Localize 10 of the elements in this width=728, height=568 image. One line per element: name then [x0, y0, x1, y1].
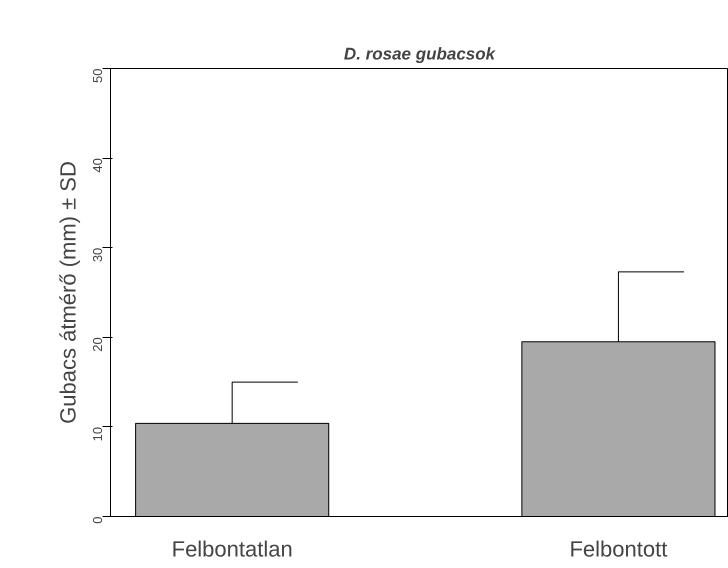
- y-tick-label: 10: [90, 426, 105, 442]
- y-tick-label: 50: [90, 68, 105, 83]
- y-tick-label: 30: [90, 248, 105, 262]
- y-tick-label: 20: [90, 337, 105, 352]
- y-tick-label: 0: [90, 516, 105, 524]
- y-tick-label: 40: [90, 158, 105, 173]
- x-tick-label: Felbontott: [570, 536, 668, 562]
- chart-title: D. rosae gubacsok: [344, 44, 497, 64]
- x-tick-label: Felbontatlan: [172, 536, 293, 562]
- y-axis-title: Gubacs átmérő (mm) ± SD: [56, 161, 80, 424]
